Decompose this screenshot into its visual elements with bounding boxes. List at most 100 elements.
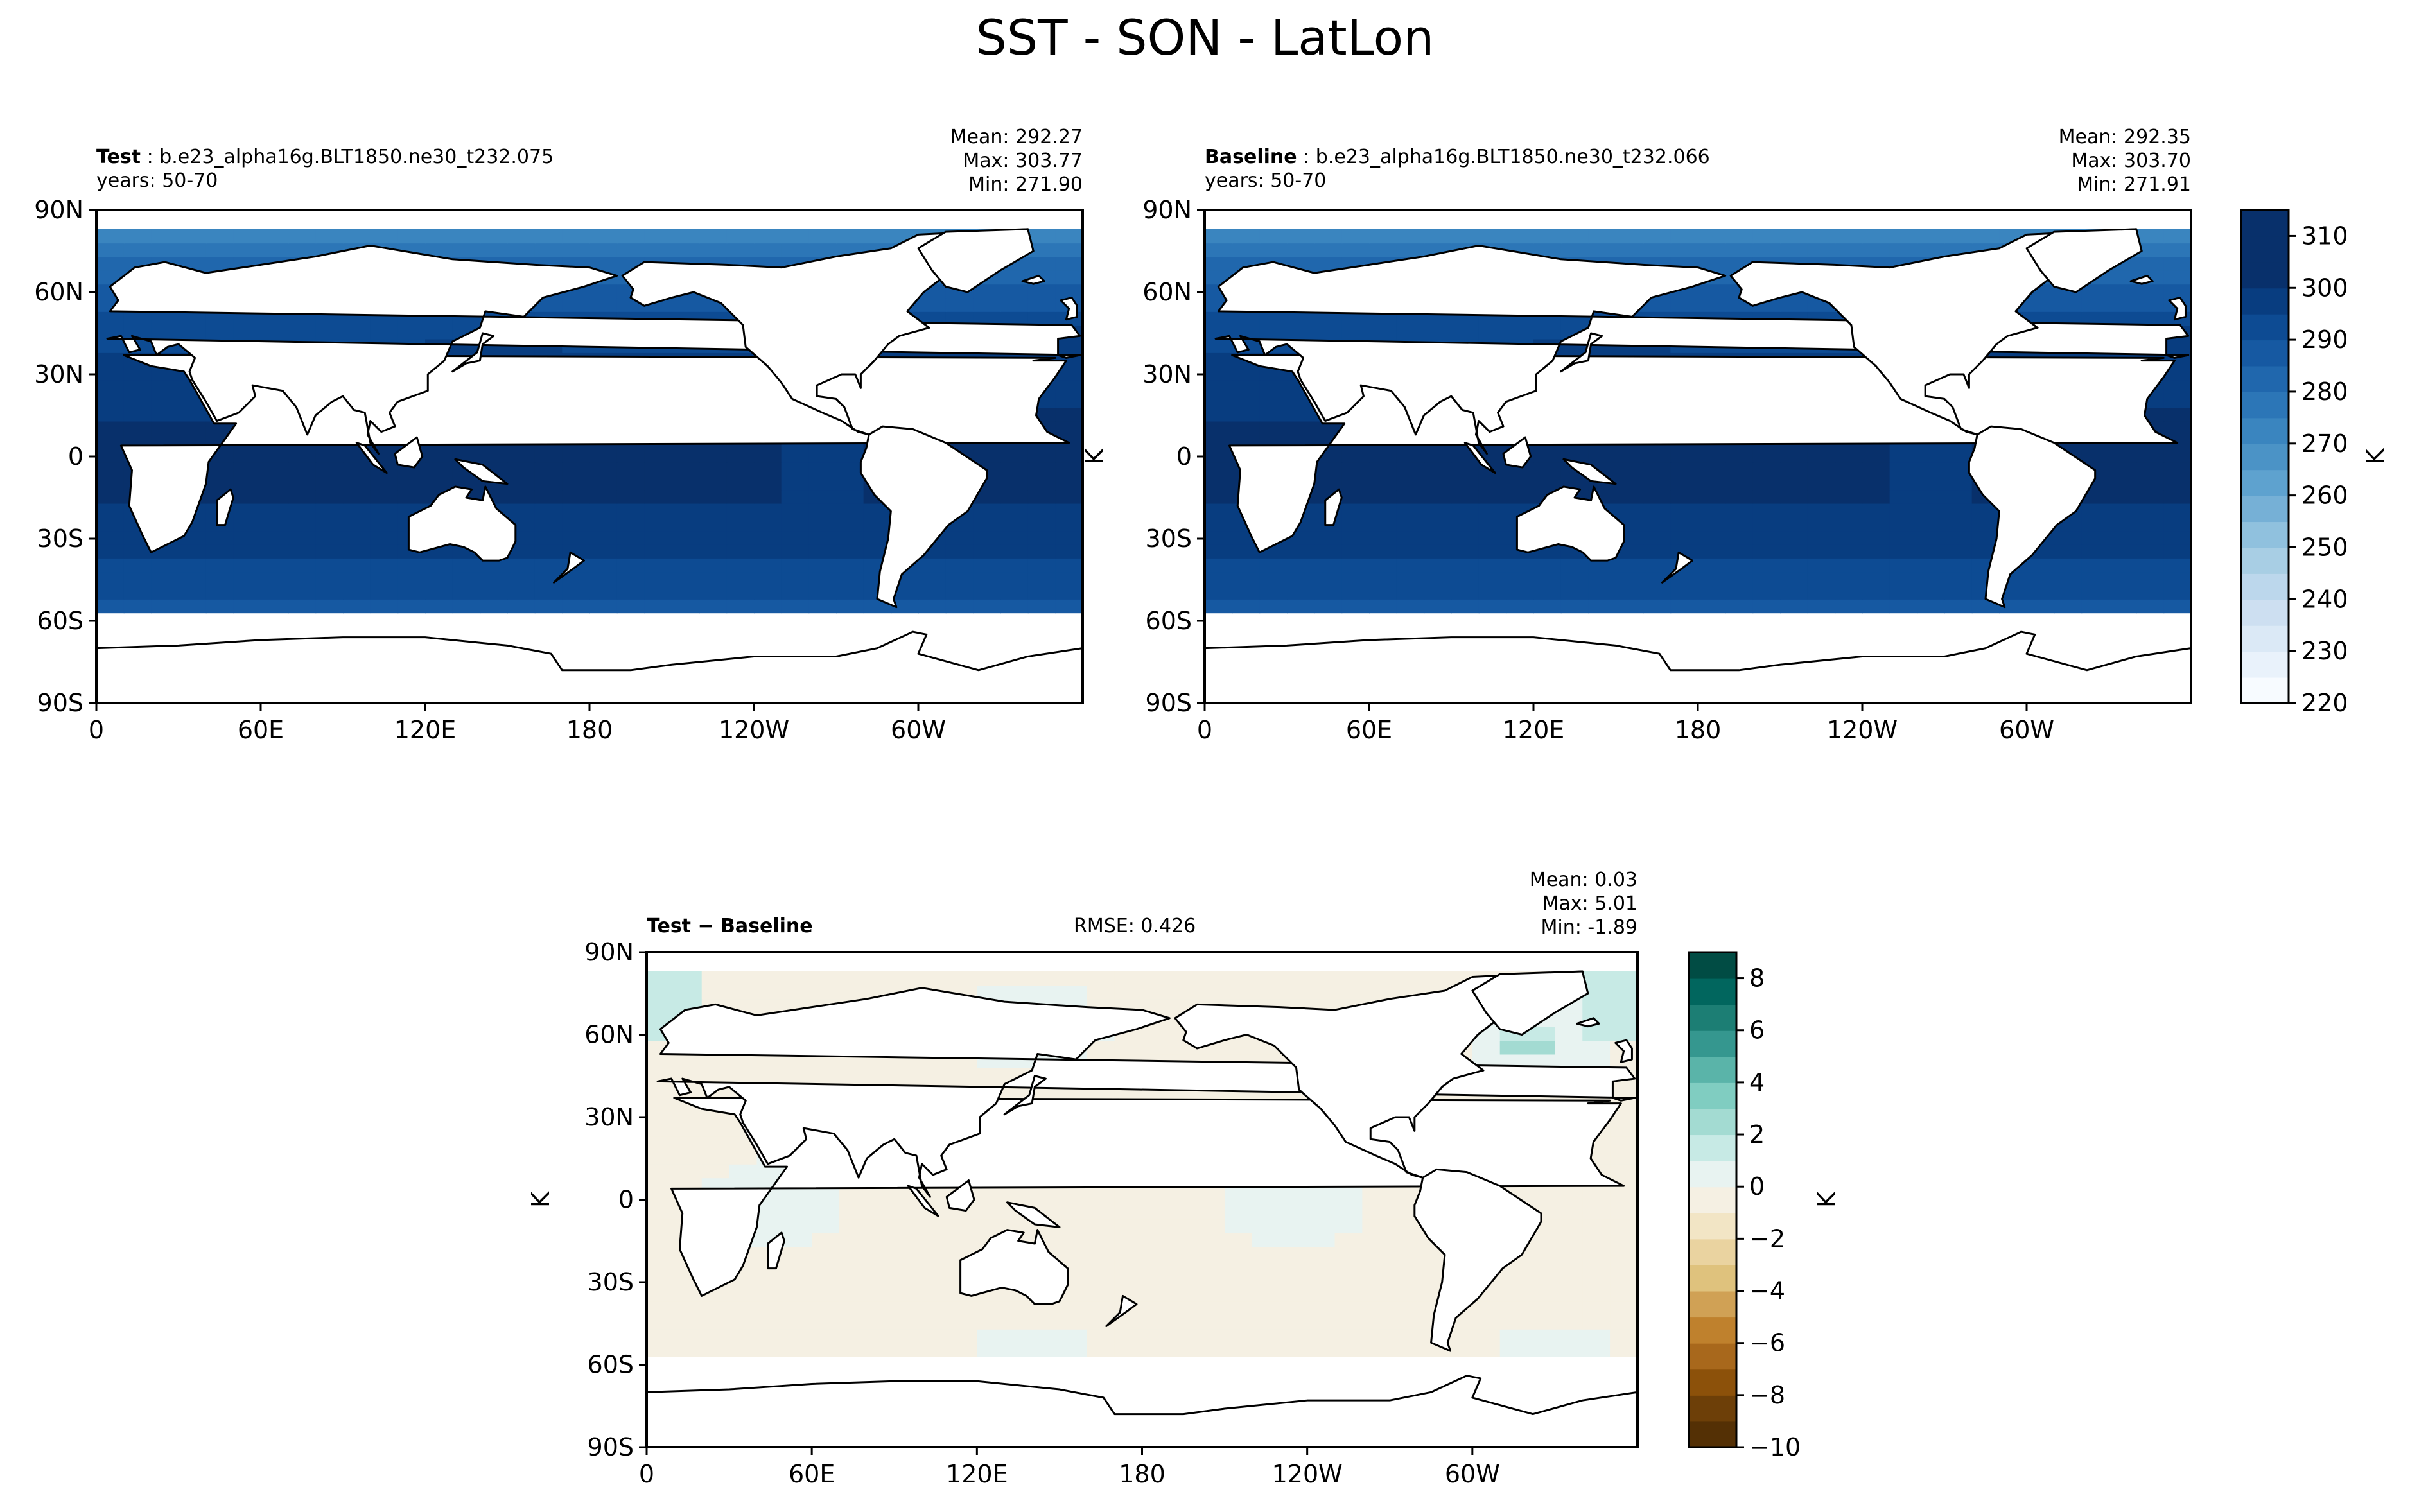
diff-field-cell [1004,1343,1033,1357]
test-field-cell [507,544,536,559]
diff-field-cell [1059,1343,1088,1357]
test-field-cell [589,256,618,271]
diff-field-cell [1032,1328,1060,1344]
diff-xtick-label: 60W [1445,1460,1500,1488]
diff-field-cell [1114,1232,1143,1247]
diff-field-cell [839,1260,868,1275]
diff-field-cell [1582,985,1611,1000]
test-field-cell [1027,585,1056,600]
baseline-field-cell [1752,229,1781,244]
baseline-field-cell [1478,503,1507,517]
test-field-cell [123,571,152,586]
diff-field-cell [1610,1012,1637,1027]
baseline-field-cell [2163,379,2191,394]
test-field-cell [315,229,344,244]
baseline-field-cell [1780,503,1808,517]
baseline-field-cell [1917,448,1945,463]
diff-field-cell [977,1343,1006,1357]
test-field-cell [480,229,508,244]
diff-field-cell [1527,1260,1556,1275]
baseline-field-cell [2163,530,2191,545]
diff-field-cell [647,1150,675,1165]
test-field-cell [96,407,125,422]
diff-field-cell [949,1067,978,1082]
baseline-field-cell [2054,585,2083,600]
diff-field-cell [1114,1191,1143,1206]
baseline-field-cell [1698,475,1726,491]
test-field-cell [96,585,125,600]
diff-field-cell [1059,1301,1088,1316]
baseline-field-cell [1314,325,1343,340]
main-colorbar-band [2241,340,2289,367]
baseline-field-cell [1889,571,1918,586]
baseline-field-cell [1944,448,1973,463]
baseline-field-cell [1205,516,1233,532]
baseline-field-cell [1259,585,1288,600]
test-field-cell [343,530,371,545]
diff-field-cell [1499,1287,1528,1302]
baseline-field-cell [2054,311,2083,326]
baseline-field-cell [1232,585,1261,600]
diff-field-cell [1059,1287,1088,1302]
baseline-field-cell [1369,229,1397,244]
test-land-outline [106,244,1081,455]
diff-field-cell [1555,1301,1584,1316]
baseline-field-cell [1259,407,1288,422]
baseline-field-cell [1835,598,1863,614]
diff-field-cell [1279,1328,1308,1344]
baseline-land-outline [1214,244,2190,455]
diff-field-cell [1279,1315,1308,1330]
diff-colorbar-frame [1688,951,1738,1448]
baseline-field-cell [2136,489,2165,504]
baseline-field-cell [1341,557,1370,573]
baseline-field-cell [1341,229,1370,244]
baseline-field-cell [1396,325,1425,340]
baseline-field-cell [1944,462,1973,476]
baseline-field-cell [1698,243,1726,257]
diff-colorbar-band [1689,1290,1736,1318]
test-field-cell [370,557,399,573]
baseline-field-cell [1643,598,1672,614]
diff-field-cell [1225,1260,1253,1275]
test-field-cell [836,571,864,586]
baseline-field-cell [1369,503,1397,517]
diff-field-cell [1114,1246,1143,1261]
diff-field-cell [977,1191,1006,1206]
test-xtick-label: 120E [394,716,457,744]
diff-field-cell [1059,1246,1088,1261]
diff-field-cell [1582,1040,1611,1055]
test-field-cell [1055,489,1083,504]
baseline-field-cell [1643,516,1672,532]
test-field-cell [233,516,261,532]
diff-field-cell [1610,1081,1637,1096]
test-field-cell [726,448,755,463]
baseline-field-cell [1341,516,1370,532]
test-field-cell [726,475,755,491]
diff-field-cell [1610,998,1637,1014]
test-field-cell [781,585,810,600]
test-field-cell [589,571,618,586]
test-field-cell [754,503,782,517]
diff-field-cell [647,1122,675,1137]
diff-field-cell [1582,1274,1611,1289]
diff-field-cell [1197,1260,1226,1275]
baseline-field-cell [1780,516,1808,532]
diff-colorbar-band [1689,1030,1736,1057]
test-field-cell [534,503,563,517]
diff-field-cell [1252,1260,1280,1275]
baseline-field-cell [2109,475,2137,491]
test-field-cell [370,489,399,504]
baseline-field-cell [1752,516,1781,532]
diff-field-cell [1142,1260,1171,1275]
test-field-cell [836,516,864,532]
diff-field-cell [1555,1328,1584,1344]
test-field-cell [1055,503,1083,517]
baseline-land-outline [1661,551,1693,584]
diff-field-cell [647,1191,675,1206]
test-field-cell [151,311,179,326]
diff-field-cell [1527,1287,1556,1302]
baseline-field-cell [1807,475,1836,491]
diff-field-cell [674,971,703,986]
test-field-cell [507,503,536,517]
test-field-cell [616,503,645,517]
